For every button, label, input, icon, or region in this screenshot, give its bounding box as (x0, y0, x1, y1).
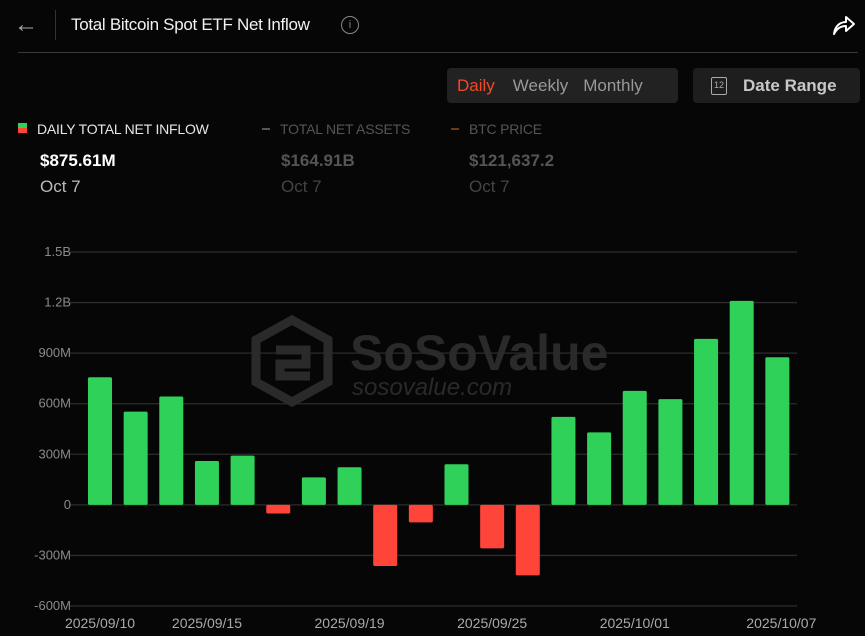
watermark-brand: SoSoValue (350, 325, 608, 381)
bar-2025/09/26[interactable] (515, 504, 540, 576)
bar-2025/09/18[interactable] (301, 477, 326, 505)
bar-2025/09/24[interactable] (444, 464, 469, 505)
bar-2025/10/07[interactable] (765, 357, 790, 505)
calendar-icon: 12 (711, 76, 727, 95)
y-tick-label: 1.2B (44, 295, 71, 310)
legend-label: BTC PRICE (469, 121, 542, 137)
tab-daily[interactable]: Daily (457, 75, 495, 95)
x-tick-label: 2025/09/10 (65, 615, 135, 631)
legend-line-icon (262, 128, 270, 130)
bar-2025/09/19[interactable] (337, 467, 362, 505)
legend-total-net-assets[interactable]: TOTAL NET ASSETS (262, 121, 410, 137)
y-tick-label: 0 (64, 497, 71, 512)
x-tick-label: 2025/10/07 (746, 615, 816, 631)
date-range-button[interactable]: 12 Date Range (693, 68, 860, 103)
tab-monthly[interactable]: Monthly (583, 75, 643, 95)
watermark-url: sosovalue.com (352, 374, 512, 401)
info-icon[interactable]: i (341, 16, 359, 34)
bar-2025/09/30[interactable] (587, 432, 612, 505)
legend-daily-net-inflow[interactable]: DAILY TOTAL NET INFLOW (18, 121, 209, 137)
bar-2025/10/03[interactable] (694, 338, 719, 505)
y-tick-label: 600M (38, 396, 71, 411)
bar-2025/09/15[interactable] (194, 461, 219, 505)
bar-2025/09/29[interactable] (551, 416, 576, 505)
legend-label: DAILY TOTAL NET INFLOW (37, 121, 209, 137)
bar-2025/09/23[interactable] (408, 504, 433, 523)
divider (55, 10, 56, 40)
net-assets-value: $164.91B (281, 151, 355, 170)
period-toggle: Daily Weekly Monthly (447, 68, 678, 103)
y-tick-label: 300M (38, 446, 71, 461)
legend-btc-price[interactable]: BTC PRICE (451, 121, 542, 137)
net-assets-date: Oct 7 (281, 177, 322, 196)
bar-2025/09/11[interactable] (123, 411, 148, 505)
share-icon[interactable] (830, 12, 856, 38)
bar-2025/10/02[interactable] (658, 399, 683, 505)
page-title: Total Bitcoin Spot ETF Net Inflow (71, 15, 310, 34)
net-inflow-bar-chart: 1.5B 1.2B 900M 600M 300M 0 -300M -600M SoSoValu… (34, 244, 816, 631)
date-range-label: Date Range (743, 75, 837, 95)
x-tick-label: 2025/09/19 (315, 615, 385, 631)
bar-2025/09/10[interactable] (88, 377, 112, 505)
bar-2025/09/17[interactable] (266, 504, 291, 514)
y-tick-label: 1.5B (44, 244, 71, 259)
bar-2025/09/22[interactable] (373, 504, 398, 567)
legend-label: TOTAL NET ASSETS (280, 121, 411, 137)
bar-2025/09/25[interactable] (480, 504, 505, 549)
watermark: SoSoValue sosovalue.com (251, 314, 608, 408)
legend-line-icon (451, 128, 459, 130)
sosovalue-logo-icon (251, 314, 333, 408)
bar-2025/09/12[interactable] (159, 396, 184, 505)
btc-price-date: Oct 7 (469, 177, 510, 196)
y-tick-label: 900M (38, 345, 71, 360)
bar-2025/10/01[interactable] (622, 390, 647, 505)
x-tick-label: 2025/10/01 (600, 615, 670, 631)
bar-2025/09/16[interactable] (230, 455, 255, 505)
inflow-value: $875.61M (40, 151, 116, 170)
y-tick-label: -600M (34, 598, 71, 613)
bar-2025/10/06[interactable] (729, 300, 754, 505)
tab-weekly[interactable]: Weekly (512, 75, 569, 95)
header-divider (18, 52, 858, 53)
back-arrow-icon[interactable]: ← (14, 11, 38, 38)
btc-price-value: $121,637.2 (469, 151, 555, 170)
x-tick-label: 2025/09/15 (172, 615, 242, 631)
inflow-date: Oct 7 (40, 177, 81, 196)
legend-swatch-icon (18, 123, 27, 133)
y-tick-label: -300M (34, 547, 71, 562)
x-tick-label: 2025/09/25 (457, 615, 527, 631)
